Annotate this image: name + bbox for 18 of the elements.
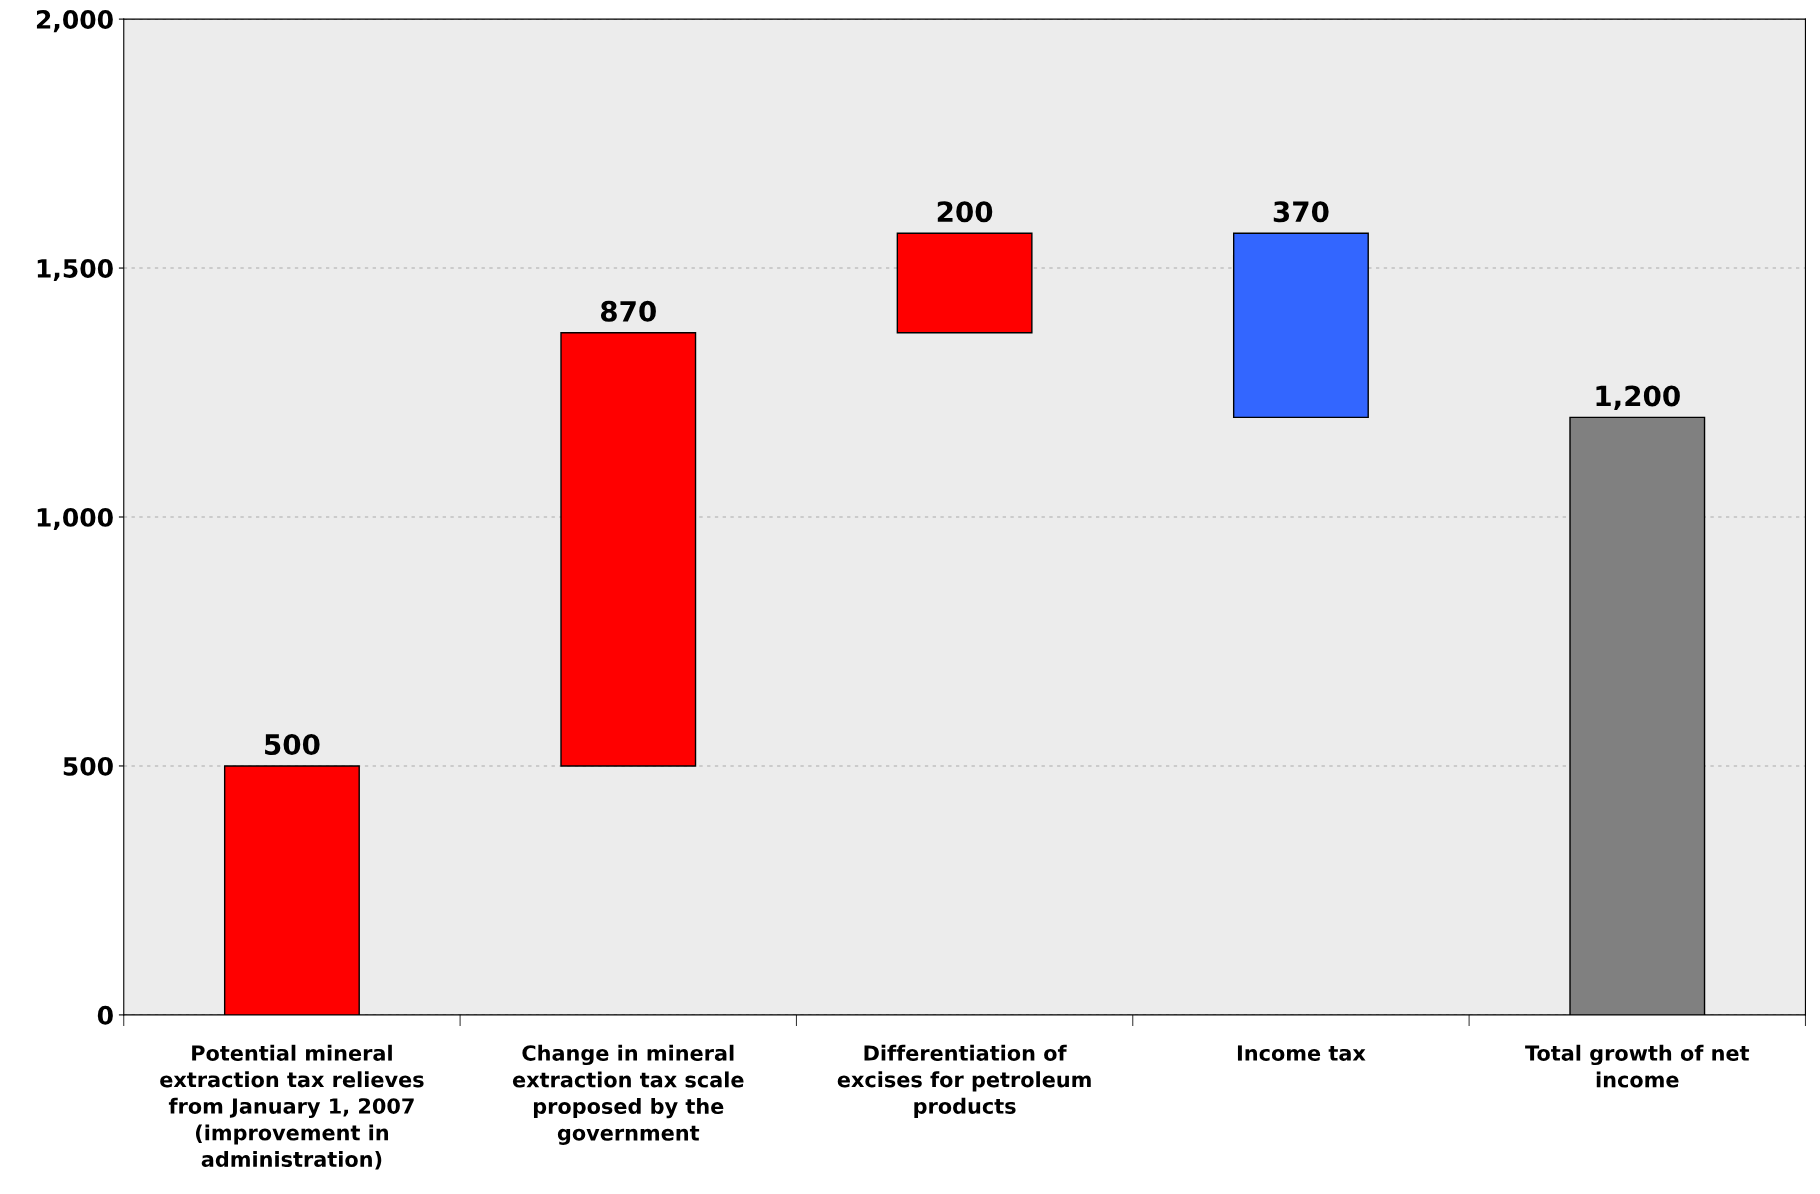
x-tick-label: Total growth of net income <box>1525 1044 1750 1088</box>
y-tick-label: 1,000 <box>37 507 113 531</box>
data-label: 500 <box>265 734 320 756</box>
y-tick-label: 0 <box>97 1005 113 1025</box>
x-tick-label: Differentiation of excises for petroleum products <box>837 1044 1091 1118</box>
bar <box>896 232 1033 334</box>
data-label: 870 <box>600 300 656 322</box>
x-tick-label: Income tax <box>1237 1045 1366 1061</box>
x-tick-label: Change in mineral extraction tax scale proposed by the government <box>512 1044 744 1145</box>
bar <box>560 332 697 767</box>
y-tick-label: 2,000 <box>36 10 113 33</box>
data-label: 200 <box>937 201 993 223</box>
y-tick-label: 1,500 <box>37 259 113 282</box>
data-label: 1,200 <box>1596 385 1680 411</box>
x-tick-label: Potential mineral extraction tax relieves from January 1, 2007 (improvement in administration) <box>160 1044 424 1170</box>
bar <box>1232 232 1369 419</box>
data-label: 370 <box>1273 201 1329 223</box>
y-tick-label: 500 <box>63 756 113 776</box>
